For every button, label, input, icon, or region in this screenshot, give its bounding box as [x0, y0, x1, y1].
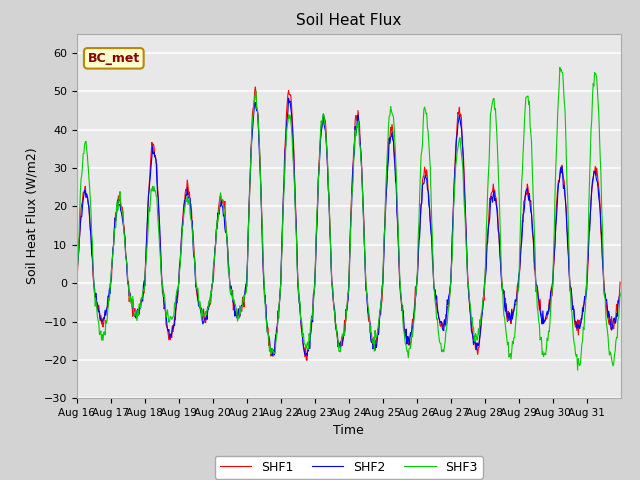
SHF1 [436, 323, 444, 329]
Y-axis label: Soil Heat Flux (W/m2): Soil Heat Flux (W/m2) [25, 148, 38, 284]
Line: SHF1: SHF1 [77, 87, 620, 360]
Title: Soil Heat Flux: Soil Heat Flux [296, 13, 401, 28]
Legend: SHF1, SHF2, SHF3: SHF1, SHF2, SHF3 [214, 456, 483, 479]
SHF1 [285, 87, 292, 93]
SHF1 [616, 279, 624, 285]
SHF2 [284, 109, 292, 115]
SHF1 [237, 309, 244, 315]
SHF3 [284, 120, 292, 125]
SHF1 [252, 84, 259, 90]
Text: BC_met: BC_met [88, 52, 140, 65]
X-axis label: Time: Time [333, 424, 364, 437]
SHF1 [137, 303, 145, 309]
SHF3 [404, 355, 412, 360]
SHF2 [73, 283, 81, 288]
Line: SHF2: SHF2 [77, 98, 620, 356]
SHF2 [301, 353, 309, 359]
SHF3 [73, 278, 81, 284]
SHF1 [303, 357, 311, 363]
SHF2 [264, 329, 271, 335]
SHF1 [264, 325, 272, 331]
SHF3 [435, 333, 443, 338]
SHF3 [237, 311, 244, 316]
SHF3 [573, 367, 581, 373]
SHF2 [406, 336, 413, 342]
SHF2 [436, 320, 444, 326]
Line: SHF3: SHF3 [77, 67, 620, 370]
SHF2 [237, 308, 244, 313]
SHF2 [285, 95, 292, 101]
SHF1 [73, 278, 81, 284]
SHF3 [137, 305, 145, 311]
SHF3 [556, 64, 564, 70]
SHF3 [264, 330, 271, 336]
SHF2 [616, 292, 624, 298]
SHF3 [616, 290, 624, 296]
SHF2 [137, 305, 145, 311]
SHF1 [406, 339, 413, 345]
